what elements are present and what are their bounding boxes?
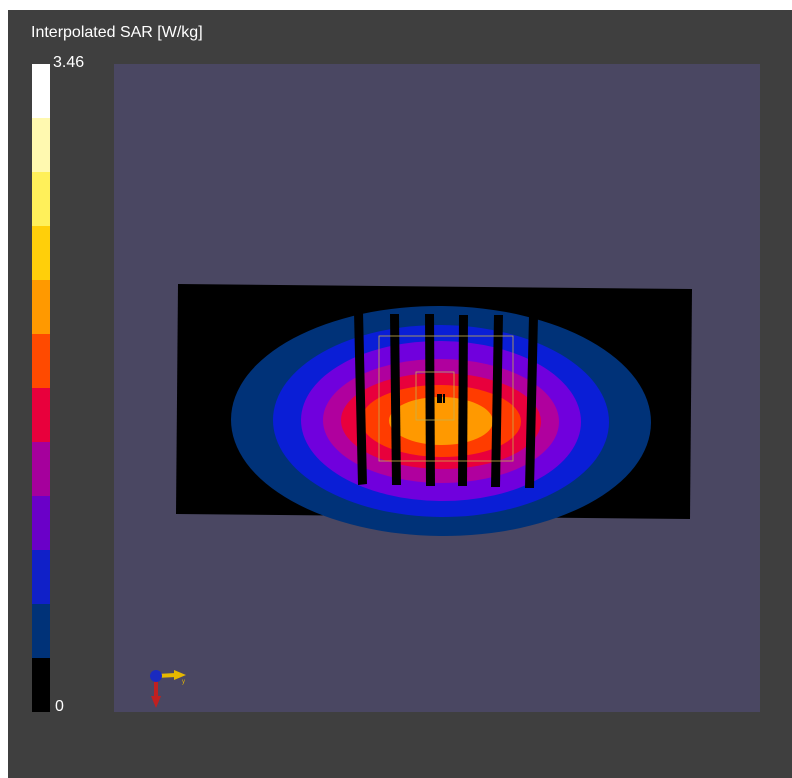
z-axis-arrowhead (151, 696, 161, 708)
colorbar-max-label: 3.46 (53, 54, 85, 71)
probe-inner-box (415, 371, 455, 421)
colorbar-band (32, 280, 50, 334)
sar-field-plot (176, 284, 692, 537)
conductor-strip (491, 315, 503, 487)
colorbar-band (32, 172, 50, 226)
conductor-strips (354, 312, 538, 488)
colorbar-band (32, 64, 50, 118)
colorbar-band (32, 118, 50, 172)
colorbar (32, 64, 50, 712)
probe-marker (437, 394, 445, 403)
y-axis-arrowhead (174, 670, 186, 680)
axis-orientation-triad: y (150, 670, 186, 708)
colorbar-band (32, 496, 50, 550)
3d-viewport[interactable]: y (114, 64, 760, 712)
probe-outlines (378, 335, 514, 462)
colorbar-band (32, 604, 50, 658)
colorbar-band (32, 442, 50, 496)
colorbar-band (32, 226, 50, 280)
conductor-strip (390, 314, 401, 485)
colorbar-min-label: 0 (55, 698, 64, 715)
x-axis-origin (150, 670, 162, 682)
y-axis-label: y (182, 679, 185, 685)
colorbar-title: Interpolated SAR [W/kg] (31, 24, 203, 41)
conductor-strip (458, 315, 468, 486)
colorbar-band (32, 658, 50, 712)
conductor-strip (425, 314, 435, 486)
colorbar-band (32, 388, 50, 442)
colorbar-band (32, 550, 50, 604)
conductor-strip (525, 316, 538, 488)
probe-outer-box (378, 335, 514, 462)
colorbar-band (32, 334, 50, 388)
conductor-strip (354, 312, 367, 485)
